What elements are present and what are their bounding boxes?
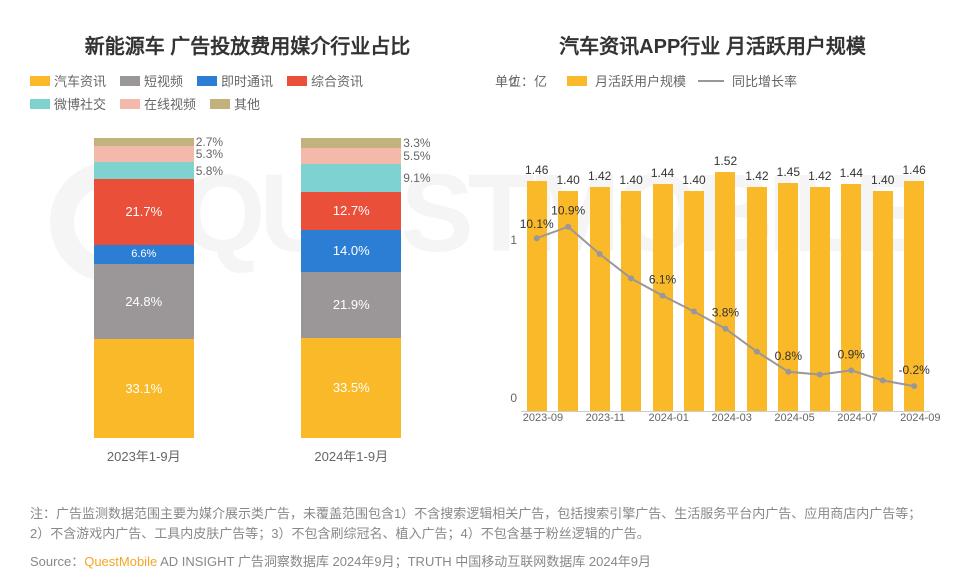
plot-area: 1.461.401.421.401.441.401.521.421.451.42… — [521, 96, 930, 412]
legend-item: 汽车资讯 — [30, 71, 106, 90]
line-point — [722, 326, 728, 332]
line-point — [785, 369, 791, 375]
stacked-bar-column: 33.1%24.8%6.6%21.7%5.8%5.3%2.7% 2023年1-9月 — [94, 138, 194, 465]
line-point — [817, 372, 823, 378]
bar-segment: 5.5% — [301, 148, 401, 165]
x-tick: 2024-01 — [649, 412, 669, 436]
legend-bar-swatch — [567, 76, 587, 86]
x-tick — [743, 412, 763, 436]
legend-bar-label: 月活跃用户规模 — [595, 71, 686, 90]
bar-segment: 9.1% — [301, 164, 401, 191]
legend-item: 其他 — [210, 94, 260, 113]
x-tick — [617, 412, 637, 436]
x-label: 2024年1-9月 — [314, 446, 388, 465]
line-point — [628, 275, 634, 281]
legend-item: 即时通讯 — [197, 71, 273, 90]
line-value-label: 10.9% — [551, 204, 585, 218]
charts-container: 新能源车 广告投放费用媒介行业占比 汽车资讯短视频即时通讯综合资讯微博社交在线视… — [0, 0, 960, 465]
x-tick: 2023-09 — [523, 412, 543, 436]
bar-segment: 5.3% — [94, 146, 194, 162]
line-layer: 10.1%10.9% 6.1% 3.8% 0.8% 0.9% -0.2% — [521, 96, 930, 412]
legend-line-swatch — [698, 80, 724, 82]
bar-segment: 12.7% — [301, 192, 401, 230]
bar-segment: 24.8% — [94, 264, 194, 338]
legend-line: 同比增长率 — [698, 71, 797, 90]
bar-segment: 5.8% — [94, 162, 194, 179]
line-value-label: -0.2% — [898, 363, 930, 377]
legend-item: 在线视频 — [120, 94, 196, 113]
bar-segment: 14.0% — [301, 230, 401, 272]
legend-line-label: 同比增长率 — [732, 71, 797, 90]
footnote: 注：广告监测数据范围主要为媒介展示类广告，未覆盖范围包含1）不含搜索逻辑相关广告… — [30, 504, 930, 544]
line-point — [565, 224, 571, 230]
footer: 注：广告监测数据范围主要为媒介展示类广告，未覆盖范围包含1）不含搜索逻辑相关广告… — [30, 504, 930, 572]
legend-item: 综合资讯 — [287, 71, 363, 90]
source-prefix: Source： — [30, 554, 84, 569]
bar-segment: 33.5% — [301, 338, 401, 439]
x-tick — [554, 412, 574, 436]
line-value-label: 0.9% — [838, 347, 866, 361]
x-tick: 2024-03 — [711, 412, 731, 436]
line-value-label: 10.1% — [520, 217, 554, 231]
stacked-bar: 33.1%24.8%6.6%21.7%5.8%5.3%2.7% — [94, 138, 194, 438]
line-value-label: 6.1% — [649, 273, 677, 287]
x-label: 2023年1-9月 — [107, 446, 181, 465]
y-axis: 012 — [495, 96, 521, 412]
legend-item: 短视频 — [120, 71, 183, 90]
line-point — [754, 349, 760, 355]
line-point — [691, 308, 697, 314]
legend-item: 微博社交 — [30, 94, 106, 113]
x-tick: 2024-07 — [837, 412, 857, 436]
unit-label: 单位：亿 — [495, 71, 547, 90]
combo-chart: 012 1.461.401.421.401.441.401.521.421.45… — [495, 96, 930, 436]
y-tick: 1 — [510, 233, 517, 247]
stacked-bar-column: 33.5%21.9%14.0%12.7%9.1%5.5%3.3% 2024年1-9… — [301, 138, 401, 465]
bar-segment: 3.3% — [301, 138, 401, 148]
y-tick: 2 — [510, 75, 517, 89]
bar-segment: 21.9% — [301, 272, 401, 338]
x-axis: 2023-09 2023-11 2024-01 2024-03 2024-05 2024-… — [521, 412, 930, 436]
line-value-label: 3.8% — [712, 306, 740, 320]
x-tick — [806, 412, 826, 436]
stacked-bar-chart: 33.1%24.8%6.6%21.7%5.8%5.3%2.7% 2023年1-9月… — [30, 125, 465, 465]
left-legend: 汽车资讯短视频即时通讯综合资讯微博社交在线视频其他 — [30, 71, 465, 117]
bar-segment: 33.1% — [94, 339, 194, 438]
x-tick: 2023-11 — [586, 412, 606, 436]
line-point — [880, 377, 886, 383]
stacked-bar: 33.5%21.9%14.0%12.7%9.1%5.5%3.3% — [301, 138, 401, 438]
right-title: 汽车资讯APP行业 月活跃用户规模 — [495, 30, 930, 59]
left-title: 新能源车 广告投放费用媒介行业占比 — [30, 30, 465, 59]
right-panel: 汽车资讯APP行业 月活跃用户规模 单位：亿 月活跃用户规模 同比增长率 0 1 2… — [480, 30, 930, 465]
line-value-label: 0.8% — [775, 349, 803, 363]
bar-segment: 21.7% — [94, 179, 194, 244]
source-line: Source：QuestMobile AD INSIGHT 广告洞察数据库 20… — [30, 552, 930, 572]
bar-segment: 6.6% — [94, 245, 194, 265]
bar-segment: 2.7% — [94, 138, 194, 146]
source-brand: QuestMobile — [84, 554, 157, 569]
x-tick — [869, 412, 889, 436]
right-legend-row: 单位：亿 月活跃用户规模 同比增长率 — [495, 71, 930, 90]
x-tick — [680, 412, 700, 436]
line-point — [911, 383, 917, 389]
y-tick: 0 — [510, 391, 517, 405]
line-point — [534, 235, 540, 241]
line-point — [597, 251, 603, 257]
line-point — [848, 367, 854, 373]
line-point — [660, 293, 666, 299]
x-tick: 2024-05 — [774, 412, 794, 436]
legend-bar: 月活跃用户规模 — [567, 71, 686, 90]
left-panel: 新能源车 广告投放费用媒介行业占比 汽车资讯短视频即时通讯综合资讯微博社交在线视… — [30, 30, 480, 465]
source-rest: AD INSIGHT 广告洞察数据库 2024年9月；TRUTH 中国移动互联网… — [157, 554, 651, 569]
x-tick: 2024-09 — [900, 412, 920, 436]
